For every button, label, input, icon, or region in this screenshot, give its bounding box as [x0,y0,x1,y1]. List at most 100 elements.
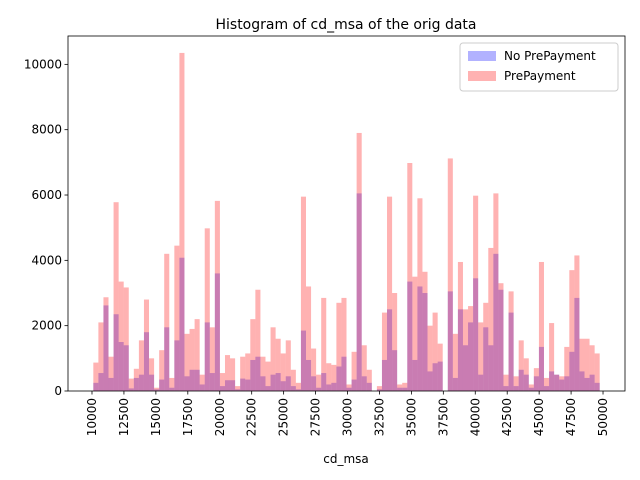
bar [245,353,251,391]
bar [513,376,519,391]
bar [128,378,134,391]
bar [336,366,342,391]
bar [321,297,327,391]
bar [133,377,139,391]
bar [209,373,215,391]
bar [351,351,357,391]
bar [300,196,307,391]
bar [184,333,190,391]
bar [361,376,367,391]
bar [402,387,408,391]
bar [473,195,479,391]
bar [584,377,590,391]
bar [255,289,261,391]
bar [346,387,352,391]
x-tick-label: 22500 [245,398,259,436]
bar [543,377,550,391]
bar [574,255,580,391]
x-tick-label: 12500 [117,398,131,436]
bar [483,327,489,391]
bar [204,228,210,391]
bar [108,377,114,391]
bar [427,325,433,391]
bar [488,345,494,391]
bar [422,271,428,391]
bar [108,356,114,391]
bar [366,382,372,391]
x-axis-label: cd_msa [323,452,369,466]
legend-label: PrePayment [504,69,576,83]
bar [381,359,388,391]
legend-frame [459,42,619,92]
x-tick-label: 37500 [436,398,450,436]
bar [554,374,560,391]
bar [503,386,509,391]
bar [589,345,595,391]
bar [387,309,393,391]
y-tick-label: 4000 [31,253,62,267]
bar [194,319,200,391]
bar [154,389,160,391]
bar [159,379,165,391]
bar [594,353,600,391]
plot-frame [67,35,626,392]
bar [554,374,560,391]
bar [579,338,585,391]
bar [427,371,433,391]
bar [295,382,301,391]
bar [164,253,170,391]
legend-label: No PrePayment [504,49,596,63]
bar [493,253,499,391]
bar [518,340,524,391]
bar [584,338,590,391]
bar [533,376,539,391]
bar [255,356,261,391]
bar [422,293,428,391]
x-tick-label: 45000 [532,398,546,436]
bar [245,379,251,391]
bar [397,384,403,391]
bar [285,340,291,391]
bar [508,291,514,391]
bar [462,345,469,391]
x-tick-label: 20000 [213,398,227,436]
bar [457,261,463,391]
x-tick-label: 40000 [468,398,482,436]
x-tick-label: 17500 [181,398,195,436]
bar [260,356,266,391]
bar [392,293,398,391]
bar [457,309,463,391]
bar [432,363,438,391]
bar [224,355,231,391]
bar [468,322,474,391]
bar [478,374,484,391]
bar [549,323,555,391]
y-tick-label: 2000 [31,319,62,333]
bar [103,297,109,391]
chart-title: Histogram of cd_msa of the orig data [215,17,476,33]
bar [412,276,418,391]
bar [230,358,236,391]
bar [290,386,296,391]
bar [397,387,403,391]
x-tick-label: 10000 [85,398,99,436]
legend-swatch [468,71,496,81]
x-tick-label: 50000 [596,398,610,436]
bar [169,377,175,391]
bar [493,193,499,391]
bar [240,356,246,391]
legend: No PrePayment PrePayment [459,42,619,92]
bar [138,340,144,391]
bar [149,374,155,391]
bar [250,359,256,391]
bar [93,362,99,391]
bar [407,281,413,391]
bar [250,319,256,391]
bar [280,353,286,391]
y-tick-label: 8000 [31,123,62,137]
bar [260,376,266,391]
bar [366,369,372,391]
bar [381,312,388,391]
legend-swatch [468,51,496,61]
bar [219,386,225,391]
